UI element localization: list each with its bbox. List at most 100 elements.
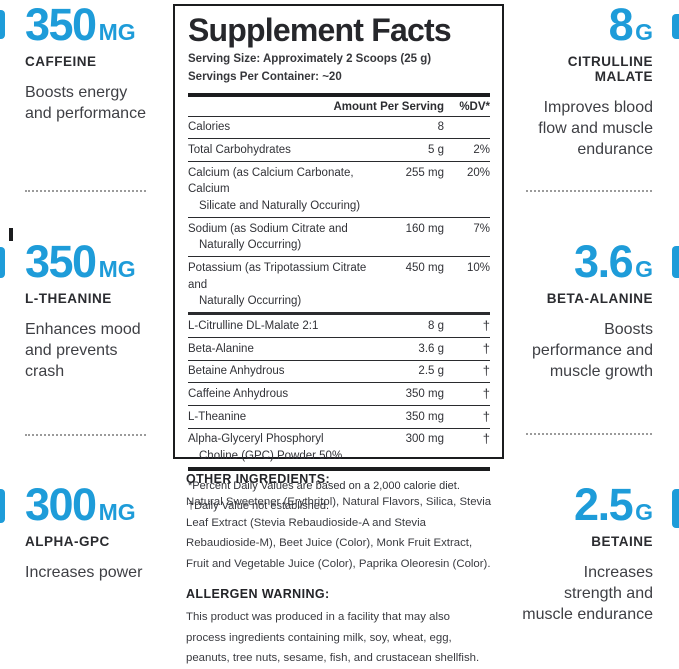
facts-row-calories: Calories 8	[188, 115, 490, 139]
dv-header: %DV*	[459, 100, 490, 113]
stat-alpha-gpc-value: 300 MG	[25, 482, 167, 527]
cropped-stat-fragment	[0, 247, 5, 278]
stat-beta-alanine-value: 3.6 G	[508, 239, 653, 284]
stat-caffeine-value: 350 MG	[25, 2, 167, 47]
facts-header-row: Amount Per Serving %DV*	[188, 97, 490, 116]
stat-citrulline-description: Improves blood flow and muscle endurance	[538, 98, 653, 158]
stat-l-theanine: 350 MG L-THEANINE Enhances mood and preve…	[25, 239, 167, 382]
other-ingredients-text: Natural Sweetener (Erythritol), Natural …	[186, 496, 492, 570]
ingredient-amount: 3.6 g	[418, 342, 444, 355]
facts-row-sodium: Sodium (as Sodium Citrate and Naturally …	[188, 217, 490, 256]
thick-divider	[188, 467, 490, 472]
stat-alpha-gpc-label: ALPHA-GPC	[25, 533, 110, 549]
stat-unit: MG	[98, 256, 136, 282]
stat-unit: G	[635, 19, 653, 45]
ingredient-amount: 350 mg	[405, 387, 444, 400]
ingredient-amount: 160 mg	[405, 222, 444, 235]
dotted-separator	[25, 434, 146, 436]
stat-unit: G	[635, 256, 653, 282]
ingredient-dv: 10%	[466, 261, 490, 274]
stat-beta-alanine-description: Boosts performance and muscle growth	[532, 320, 653, 380]
ingredient-amount: 300 mg	[405, 433, 444, 446]
ingredient-name: Betaine Anhydrous	[188, 365, 285, 378]
facts-row-citrulline: L-Citrulline DL-Malate 2:1 8 g †	[188, 312, 490, 337]
supplement-facts-panel: Supplement Facts Serving Size: Approxima…	[173, 4, 504, 512]
ingredient-name-cont: Silicate and Naturally Occuring)	[199, 199, 361, 212]
stat-betaine: 2.5 G BETAINE Increases strength and musc…	[508, 482, 653, 625]
dagger-mark: †	[482, 431, 490, 447]
ingredient-dv: 7%	[473, 222, 490, 235]
cropped-stat-fragment	[672, 489, 679, 528]
facts-row-beta-alanine: Beta-Alanine 3.6 g †	[188, 337, 490, 360]
ingredient-name-cont: Choline (GPC) Powder 50%	[199, 449, 343, 462]
stat-caffeine: 350 MG CAFFEINE Boosts energy and perform…	[25, 2, 167, 124]
ingredient-name: Calcium (as Calcium Carbonate, Calcium	[188, 166, 354, 196]
facts-row-caffeine: Caffeine Anhydrous 350 mg †	[188, 382, 490, 405]
stat-number: 300	[25, 479, 97, 530]
stat-betaine-value: 2.5 G	[508, 482, 653, 527]
facts-row-l-theanine: L-Theanine 350 mg †	[188, 405, 490, 428]
dotted-separator	[25, 190, 146, 192]
facts-row-potassium: Potassium (as Tripotassium Citrate and N…	[188, 256, 490, 312]
thick-divider	[188, 92, 490, 97]
stat-beta-alanine: 3.6 G BETA-ALANINE Boosts performance and…	[508, 239, 653, 382]
ingredient-name-cont: Naturally Occurring)	[199, 295, 302, 308]
cropped-stat-fragment	[0, 489, 5, 523]
footnote-dv: *Percent Daily Values are based on a 2,0…	[188, 480, 460, 493]
stat-number: 350	[25, 236, 97, 287]
ingredient-amount: 8 g	[428, 319, 444, 332]
ingredient-amount: 350 mg	[405, 410, 444, 423]
ingredient-name: L-Citrulline DL-Malate 2:1	[188, 319, 319, 332]
cropped-stat-fragment	[672, 14, 679, 39]
footnote-dagger: †Daily Value not established.	[188, 499, 330, 512]
ingredient-amount: 255 mg	[405, 166, 444, 179]
other-ingredients-heading: OTHER INGREDIENTS:	[186, 472, 331, 486]
ingredient-name: Calories	[188, 121, 231, 134]
serving-size: Serving Size: Approximately 2 Scoops (25…	[188, 52, 432, 65]
ingredient-name: Total Carbohydrates	[188, 143, 291, 156]
ingredient-amount: 8	[437, 121, 444, 134]
servings-per-container: Servings Per Container: ~20	[188, 71, 342, 84]
ingredient-name: Potassium (as Tripotassium Citrate and	[188, 261, 367, 291]
ingredient-dv	[444, 119, 490, 136]
allergen-warning-section: ALLERGEN WARNING: This product was produ…	[186, 587, 511, 669]
ingredient-amount: 2.5 g	[418, 365, 444, 378]
cropped-edge-mark	[9, 228, 13, 241]
ingredient-name: L-Theanine	[188, 410, 247, 423]
dagger-mark: †	[482, 408, 490, 424]
dotted-separator	[526, 190, 652, 192]
ingredient-dv: 2%	[473, 143, 490, 156]
stat-number: 350	[25, 0, 97, 50]
cropped-stat-fragment	[672, 246, 679, 278]
stat-unit: MG	[98, 19, 136, 45]
stat-l-theanine-label: L-THEANINE	[25, 290, 112, 306]
ingredient-name: Sodium (as Sodium Citrate and	[188, 222, 348, 235]
facts-row-betaine: Betaine Anhydrous 2.5 g †	[188, 359, 490, 383]
facts-row-calcium: Calcium (as Calcium Carbonate, Calcium S…	[188, 161, 490, 217]
cropped-stat-fragment	[0, 10, 5, 39]
dagger-mark: †	[482, 385, 490, 401]
stat-l-theanine-description: Enhances mood and prevents crash	[25, 320, 141, 380]
stat-l-theanine-value: 350 MG	[25, 239, 167, 284]
stat-betaine-label: BETAINE	[591, 533, 653, 549]
stat-citrulline-label: CITRULLINE MALATE	[567, 53, 653, 84]
ingredient-amount: 5 g	[428, 143, 444, 156]
dagger-mark: †	[482, 340, 490, 356]
panel-title: Supplement Facts	[188, 12, 452, 48]
stat-number: 8	[608, 0, 634, 50]
allergen-warning-text: This product was produced in a facility …	[186, 611, 480, 665]
left-stats-column: 350 MG CAFFEINE Boosts energy and perform…	[0, 0, 173, 632]
ingredient-name: Alpha-Glyceryl Phosphoryl	[188, 433, 324, 446]
allergen-warning-heading: ALLERGEN WARNING:	[186, 587, 330, 602]
dagger-mark: †	[482, 317, 490, 333]
amount-per-serving-header: Amount Per Serving	[333, 100, 444, 113]
facts-row-alpha-gpc: Alpha-Glyceryl Phosphoryl Choline (GPC) …	[188, 427, 490, 467]
stat-caffeine-label: CAFFEINE	[25, 53, 97, 69]
dagger-mark: †	[482, 363, 490, 379]
stat-caffeine-description: Boosts energy and performance	[25, 83, 146, 122]
below-panel-text: OTHER INGREDIENTS: Natural Sweetener (Er…	[186, 472, 511, 669]
stat-number: 3.6	[574, 236, 634, 287]
